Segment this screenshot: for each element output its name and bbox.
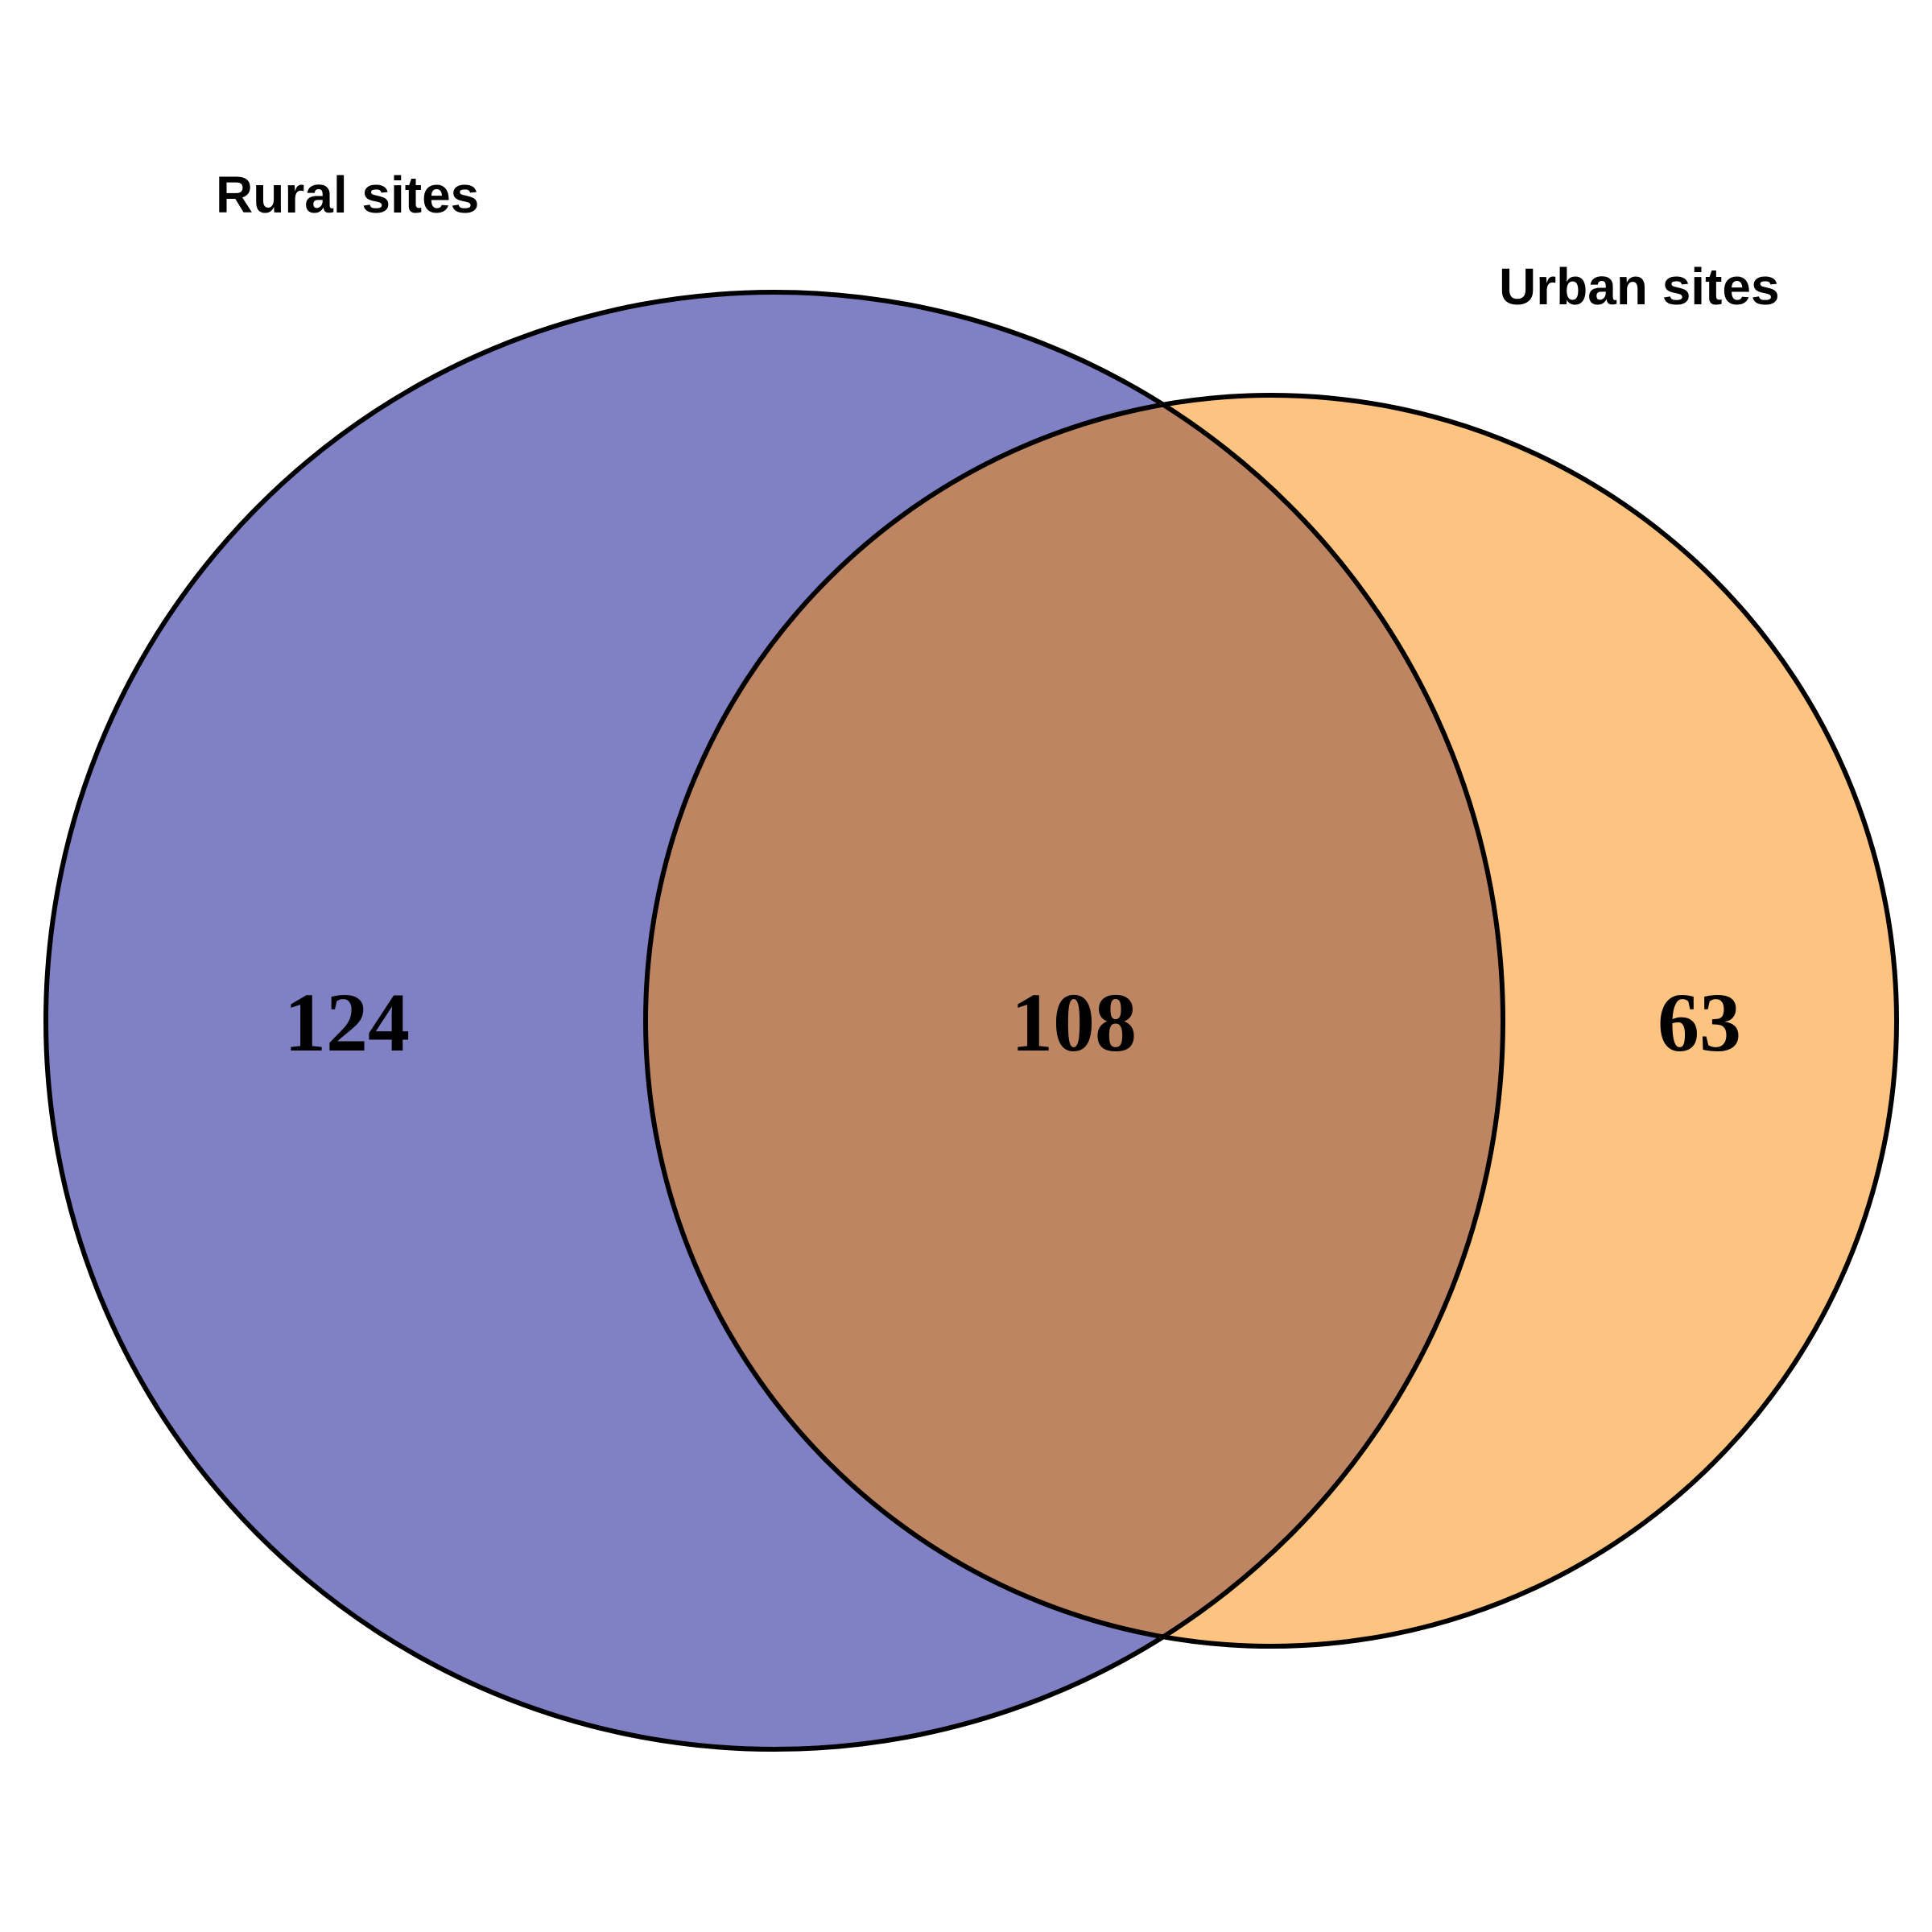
urban-only-count: 63	[1657, 976, 1741, 1069]
rural-only-count: 124	[284, 976, 410, 1069]
urban-sites-outline	[643, 393, 1899, 1649]
urban-sites-label: Urban sites	[1499, 258, 1780, 316]
intersection-region	[646, 395, 1503, 1646]
intersection-count: 108	[1011, 976, 1137, 1069]
rural-sites-label: Rural sites	[216, 166, 479, 224]
rural-sites-outline	[43, 290, 1505, 1752]
